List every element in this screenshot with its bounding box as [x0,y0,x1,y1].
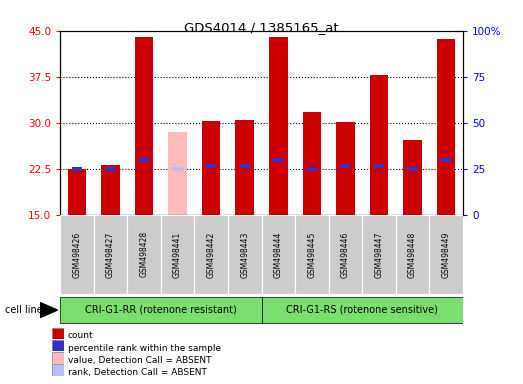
Bar [396,215,429,294]
Text: GSM498427: GSM498427 [106,231,115,278]
Text: GSM498426: GSM498426 [72,231,82,278]
Text: GSM498449: GSM498449 [441,231,451,278]
Bar [273,157,283,162]
Text: GSM498443: GSM498443 [240,231,249,278]
Bar [262,297,463,323]
Bar [328,215,362,294]
Bar [437,39,456,215]
Bar [67,169,86,215]
Bar [336,122,355,215]
Text: CRI-G1-RR (rotenone resistant): CRI-G1-RR (rotenone resistant) [85,305,237,314]
Text: GSM498442: GSM498442 [207,231,215,278]
Text: cell line: cell line [5,305,43,314]
Bar [307,167,317,171]
Bar [60,297,262,323]
Text: GSM498441: GSM498441 [173,231,182,278]
Bar [429,215,463,294]
Bar [206,164,216,168]
Text: GSM498444: GSM498444 [274,231,283,278]
Text: GDS4014 / 1385165_at: GDS4014 / 1385165_at [184,21,339,34]
Bar [269,38,288,215]
Bar [72,167,82,171]
Bar [370,75,388,215]
Bar [362,215,396,294]
Text: GSM498446: GSM498446 [341,231,350,278]
Bar [340,164,350,168]
Text: GSM498448: GSM498448 [408,231,417,278]
Bar [228,215,262,294]
Bar [106,167,116,171]
Text: GSM498447: GSM498447 [374,231,383,278]
Text: CRI-G1-RS (rotenone sensitive): CRI-G1-RS (rotenone sensitive) [286,305,438,314]
Text: count: count [68,331,94,341]
Bar [168,132,187,215]
Text: rank, Detection Call = ABSENT: rank, Detection Call = ABSENT [68,368,207,377]
Bar [295,215,328,294]
Bar [202,121,220,215]
Bar [195,215,228,294]
Bar [240,164,250,168]
Bar [94,215,127,294]
Bar [441,157,451,162]
Bar [172,167,183,171]
Bar [101,165,120,215]
Bar [374,164,384,168]
Bar [303,112,321,215]
Text: GSM498445: GSM498445 [308,231,316,278]
Bar [135,37,153,215]
Bar [407,167,417,171]
Bar [60,215,94,294]
Bar [403,140,422,215]
Bar [161,215,195,294]
Bar [235,121,254,215]
Polygon shape [40,303,58,318]
Bar [262,215,295,294]
Text: GSM498428: GSM498428 [140,231,149,278]
Bar [139,157,149,162]
Text: value, Detection Call = ABSENT: value, Detection Call = ABSENT [68,356,211,365]
Bar [127,215,161,294]
Text: percentile rank within the sample: percentile rank within the sample [68,344,221,353]
